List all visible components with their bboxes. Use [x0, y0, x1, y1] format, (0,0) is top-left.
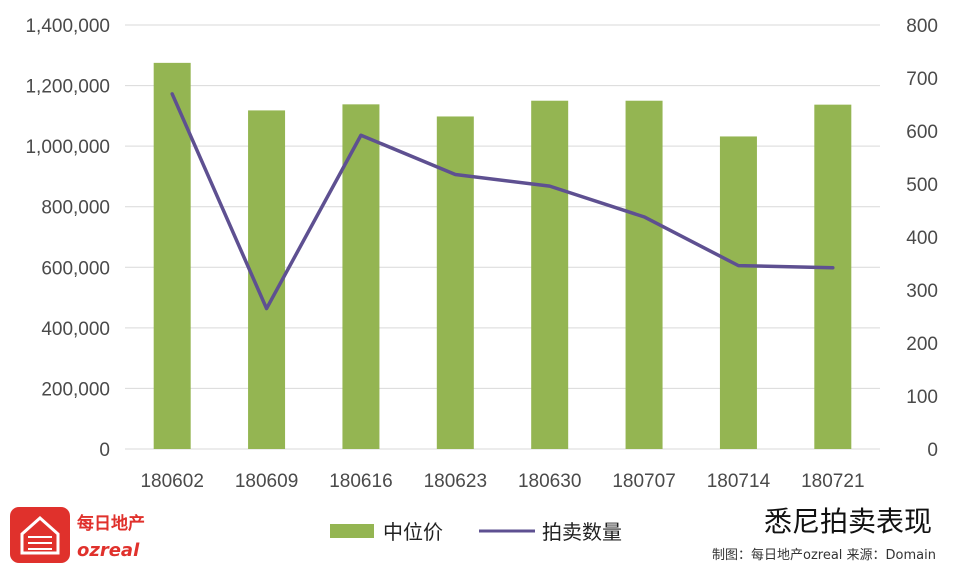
x-tick-label: 180609 [235, 471, 298, 492]
bar [814, 104, 852, 449]
right-tick-label: 0 [927, 440, 938, 461]
logo-name-cn: 每日地产 [77, 513, 145, 534]
bar [719, 136, 757, 450]
left-tick-label: 800,000 [41, 198, 110, 219]
x-tick-label: 180623 [424, 471, 487, 492]
right-tick-label: 700 [906, 69, 938, 90]
left-tick-label: 200,000 [41, 379, 110, 400]
house-stripes-icon [28, 536, 52, 550]
right-tick-label: 300 [906, 281, 938, 302]
bar [531, 100, 569, 449]
left-tick-label: 0 [99, 440, 110, 461]
line-series [170, 92, 835, 311]
right-tick-label: 100 [906, 387, 938, 408]
right-tick-label: 600 [906, 122, 938, 143]
right-tick-label: 800 [906, 16, 938, 37]
right-axis: 0 100 200 300 400 500 600 700 800 [906, 16, 938, 461]
chart-credit: 制图：每日地产ozreal 来源：Domain [712, 547, 936, 563]
ozreal-logo: 每日地产 ozreal [10, 507, 145, 563]
bar-series [153, 62, 852, 450]
bar [436, 116, 474, 449]
logo-badge [10, 507, 70, 563]
left-tick-label: 400,000 [41, 319, 110, 340]
legend-label-auction-volume: 拍卖数量 [542, 520, 622, 544]
x-tick-label: 180721 [801, 471, 864, 492]
chart-title: 悉尼拍卖表现 [764, 505, 932, 538]
bar [153, 62, 191, 449]
x-tick-label: 180616 [329, 471, 392, 492]
bar [625, 100, 663, 449]
logo-name-en: ozreal [77, 540, 140, 561]
left-axis: 0 200,000 400,000 600,000 800,000 1,000,000 1,… [25, 16, 110, 461]
bar [342, 104, 380, 449]
left-tick-label: 600,000 [41, 258, 110, 279]
x-axis: 180602 180609 180616 180623 180630 180707 1807… [140, 471, 864, 492]
x-tick-label: 180707 [612, 471, 675, 492]
left-tick-label: 1,400,000 [25, 16, 110, 37]
house-icon [20, 515, 60, 555]
legend-label-median-price: 中位价 [383, 520, 443, 544]
legend: 中位价 拍卖数量 [330, 520, 622, 544]
left-tick-label: 1,200,000 [25, 77, 110, 98]
series-line-auction-volume [170, 92, 835, 311]
left-tick-label: 1,000,000 [25, 137, 110, 158]
x-tick-label: 180630 [518, 471, 581, 492]
right-tick-label: 500 [906, 175, 938, 196]
legend-swatch-median-price [330, 524, 374, 538]
x-tick-label: 180714 [707, 471, 771, 492]
x-tick-label: 180602 [140, 471, 203, 492]
gridlines [125, 24, 880, 450]
right-tick-label: 200 [906, 334, 938, 355]
right-tick-label: 400 [906, 228, 938, 249]
